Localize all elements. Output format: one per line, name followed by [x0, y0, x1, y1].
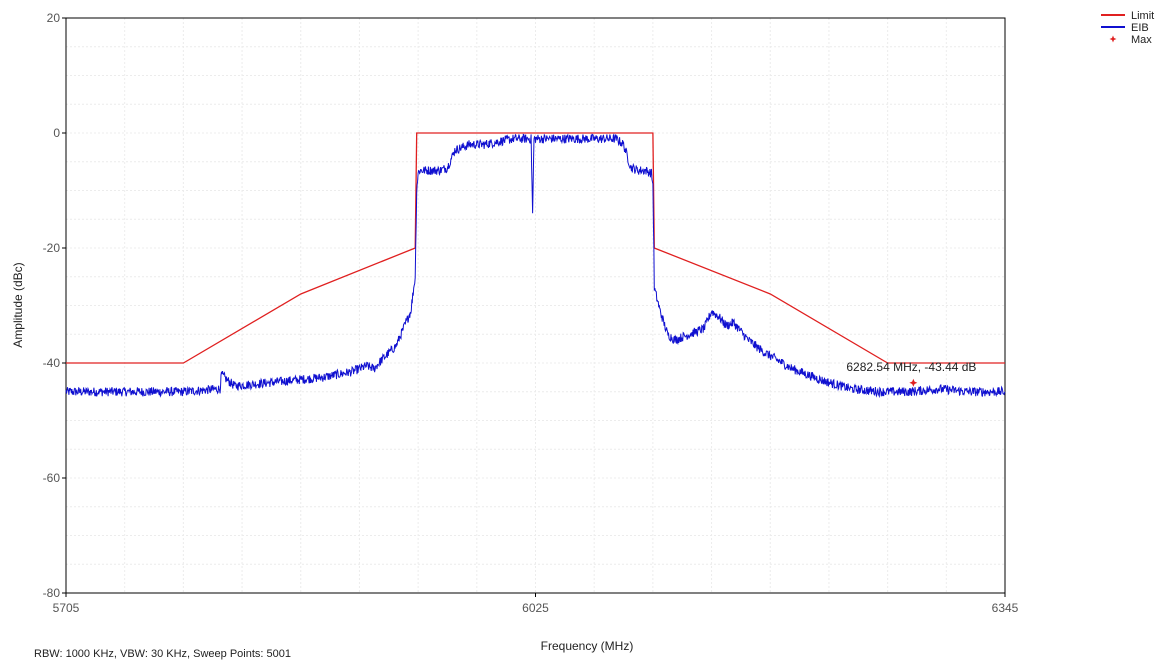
y-axis-title: Amplitude (dBc) [11, 262, 25, 347]
x-axis: 5705 6025 6345 [53, 593, 1019, 615]
legend-label-limit: Limit [1131, 10, 1154, 22]
series-eib-line [65, 133, 1006, 399]
x-tick-label: 6345 [992, 601, 1019, 615]
x-tick-label: 6025 [522, 601, 549, 615]
y-tick-label: -40 [43, 356, 61, 370]
y-tick-label: 20 [47, 11, 61, 25]
max-marker-label: 6282.54 MHz, -43.44 dB [846, 360, 976, 374]
measurement-settings: RBW: 1000 KHz, VBW: 30 KHz, Sweep Points… [34, 648, 291, 660]
legend-label-max: Max [1131, 34, 1152, 46]
x-axis-title: Frequency (MHz) [541, 639, 634, 653]
y-tick-label: -80 [43, 586, 61, 600]
legend-label-eib: EIB [1131, 22, 1149, 34]
y-axis: 20 0 -20 -40 -60 -80 [43, 11, 66, 600]
legend-swatch-max [1109, 35, 1117, 43]
x-tick-label: 5705 [53, 601, 80, 615]
y-tick-label: 0 [53, 126, 60, 140]
grid [65, 17, 1006, 594]
series-limit-line [66, 132, 1005, 364]
y-tick-label: -60 [43, 471, 61, 485]
max-marker [909, 378, 918, 387]
series-group [65, 132, 1006, 399]
y-tick-label: -20 [43, 241, 61, 255]
marker-group: 6282.54 MHz, -43.44 dB [846, 360, 976, 387]
